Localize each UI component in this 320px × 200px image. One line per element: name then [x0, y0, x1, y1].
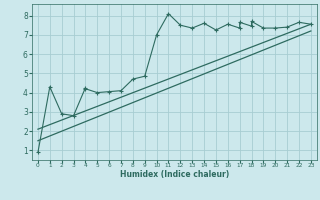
- X-axis label: Humidex (Indice chaleur): Humidex (Indice chaleur): [120, 170, 229, 179]
